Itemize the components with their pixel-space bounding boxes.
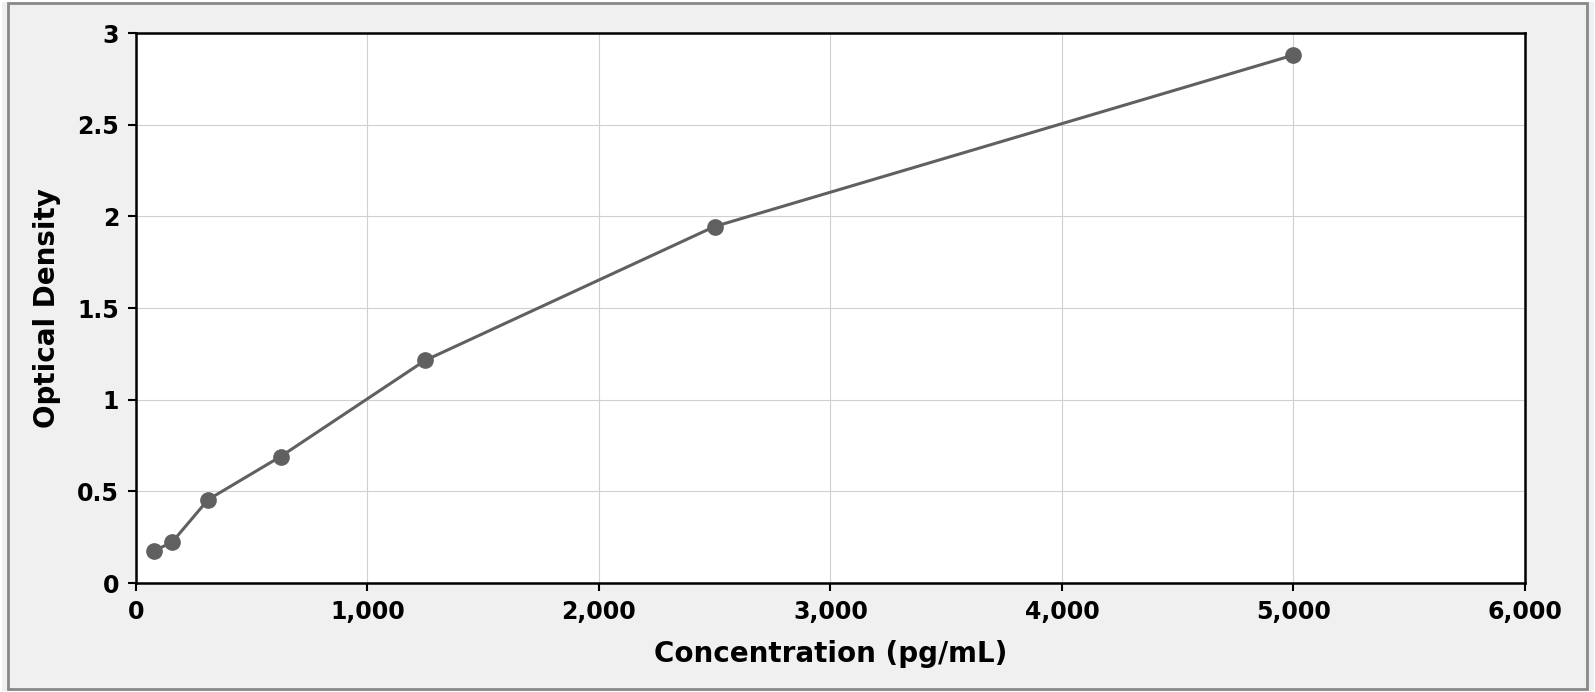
Point <box>140 545 166 556</box>
Point <box>1281 50 1306 61</box>
Point <box>702 221 727 232</box>
Point <box>413 355 439 366</box>
X-axis label: Concentration (pg/mL): Concentration (pg/mL) <box>654 640 1006 668</box>
Point <box>268 451 293 462</box>
Point <box>160 537 185 548</box>
Y-axis label: Optical Density: Optical Density <box>32 188 61 428</box>
Point <box>195 494 220 505</box>
